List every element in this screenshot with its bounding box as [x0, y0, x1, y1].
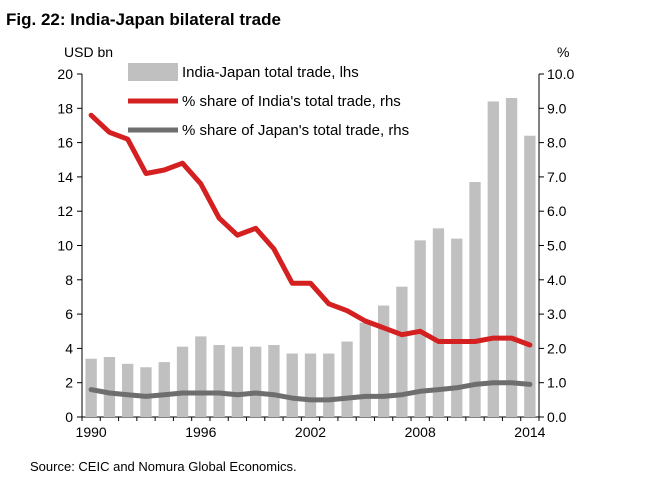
bar: [286, 353, 298, 417]
left-tick-label: 10: [57, 238, 73, 254]
bar: [505, 98, 518, 417]
chart-title: Fig. 22: India-Japan bilateral trade: [6, 10, 281, 29]
x-tick-label: 1996: [185, 424, 216, 440]
bar: [304, 353, 317, 417]
left-tick-label: 14: [57, 169, 73, 185]
bar: [122, 363, 134, 417]
right-tick-label: 5.0: [547, 238, 567, 254]
right-tick-label: 10.0: [547, 66, 574, 82]
right-tick-label: 9.0: [547, 100, 567, 116]
left-tick-label: 6: [65, 306, 73, 322]
left-tick-label: 2: [65, 375, 73, 391]
bar: [158, 362, 170, 417]
right-tick-label: 6.0: [547, 203, 567, 219]
legend-label: India-Japan total trade, lhs: [182, 64, 359, 81]
right-tick-label: 8.0: [547, 135, 567, 151]
right-tick-label: 4.0: [547, 272, 567, 288]
bar: [176, 346, 189, 417]
right-tick-label: 0.0: [547, 409, 567, 425]
right-tick-label: 7.0: [547, 169, 567, 185]
left-tick-label: 18: [57, 100, 73, 116]
bar: [359, 322, 372, 417]
legend-swatch-bar: [128, 63, 178, 81]
bar: [414, 240, 426, 417]
legend: India-Japan total trade, lhs % share of I…: [128, 63, 409, 139]
bar: [249, 346, 262, 417]
bar-series: [85, 98, 536, 418]
right-axis-label: %: [557, 44, 569, 60]
bar: [396, 286, 408, 417]
bar: [140, 367, 152, 417]
left-tick-label: 16: [57, 135, 73, 151]
bar: [377, 305, 390, 417]
left-tick-label: 0: [65, 409, 73, 425]
india-share-line: [88, 112, 533, 348]
left-tick-label: 20: [57, 66, 73, 82]
right-tick-label: 1.0: [547, 375, 567, 391]
right-tick-label: 3.0: [547, 306, 567, 322]
left-tick-label: 4: [65, 340, 73, 356]
bar: [231, 346, 244, 417]
tick-labels: 0 2 4 6 8 10 12 14 16 18 20 0.0 1.0 2.0 3.0 4.0 5.0 6.0 7.…: [57, 44, 574, 440]
x-tick-label: 2002: [295, 424, 326, 440]
x-tick-label: 2014: [514, 424, 545, 440]
bar: [487, 101, 499, 417]
right-tick-label: 2.0: [547, 340, 567, 356]
bar: [432, 228, 445, 417]
left-tick-label: 12: [57, 203, 73, 219]
left-axis-label: USD bn: [64, 44, 113, 60]
x-tick-label: 2008: [405, 424, 436, 440]
bar: [524, 135, 536, 418]
legend-label: % share of Japan's total trade, rhs: [182, 122, 409, 139]
x-tick-label: 1990: [76, 424, 107, 440]
bar: [213, 344, 225, 417]
source-note: Source: CEIC and Nomura Global Economics…: [30, 459, 297, 474]
legend-label: % share of India's total trade, rhs: [182, 93, 401, 110]
bar: [469, 182, 481, 417]
left-tick-label: 8: [65, 272, 73, 288]
line-series: [88, 112, 533, 403]
bar: [195, 336, 207, 417]
bar: [341, 341, 353, 417]
japan-share-line: [88, 380, 533, 403]
bar: [268, 344, 280, 417]
bar: [323, 353, 335, 417]
bar: [103, 356, 116, 417]
bar: [451, 238, 463, 417]
